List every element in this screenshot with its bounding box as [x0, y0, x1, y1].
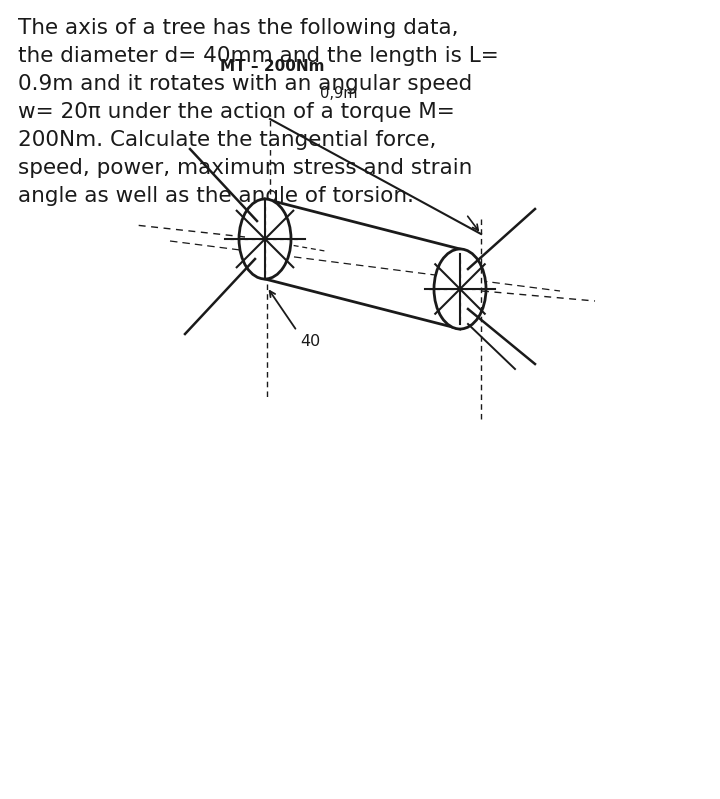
Text: The axis of a tree has the following data,
the diameter d= 40mm and the length i: The axis of a tree has the following dat…: [18, 18, 499, 206]
Text: 0,9m: 0,9m: [320, 86, 358, 101]
Ellipse shape: [239, 199, 291, 279]
Text: 40: 40: [300, 334, 320, 349]
Ellipse shape: [434, 249, 486, 329]
Text: MT – 200Nm: MT – 200Nm: [220, 59, 325, 74]
